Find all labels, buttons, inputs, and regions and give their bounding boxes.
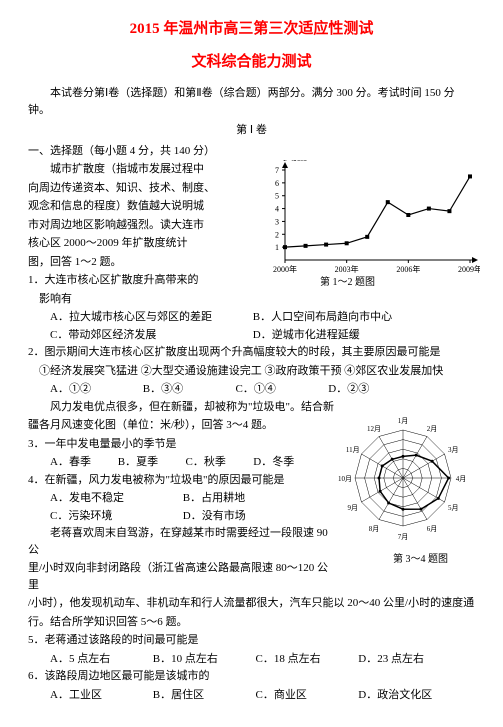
q2-option-b: B．③④ [143,381,233,398]
svg-text:12月: 12月 [367,425,381,433]
q1-option-c: C．带动郊区经济发展 [50,327,250,344]
svg-text:4月: 4月 [456,475,467,483]
passage3-line: 行。结合所学知识回答 5～6 题。 [28,614,475,631]
svg-text:2: 2 [275,230,279,239]
svg-text:6月: 6月 [427,525,438,533]
passage3-line: /小时），他发现机动车、非机动车和行人流量都很大，汽车只能以 20～40 公里/… [28,595,475,612]
svg-text:3月: 3月 [448,446,459,454]
q6-option-d: D．政治文化区 [358,687,432,704]
q2-option-d: D．②③ [328,381,369,398]
passage1-line: 向周边传递资本、知识、技术、制度、 [28,180,248,197]
passage1-line: 城市扩散度（指城市发展过程中 [28,161,248,178]
svg-text:10月: 10月 [338,475,352,483]
passage1-line: 图，回答 1～2 题。 [28,254,248,271]
q1-option-a: A．拉大城市核心区与郊区的差距 [50,309,250,326]
line-chart: 1 2 3 4 5 6 7 扩散度 2000年 2003年 2006年 2009年 [260,160,480,280]
q4-option-b: B．占用耕地 [183,490,245,507]
svg-text:2009年: 2009年 [458,264,480,274]
svg-text:5: 5 [275,192,279,201]
passage2-line: 风力发电优点很多，但在新疆，却被称为"垃圾电"。结合新 [28,399,338,416]
svg-text:5月: 5月 [448,504,459,512]
intro-text: 本试卷分第Ⅰ卷（选择题）和第Ⅱ卷（综合题）两部分。满分 300 分。考试时间 1… [28,85,475,118]
passage1-line: 观念和信息的程度）数值越大说明城 [28,198,248,215]
q6-option-a: A．工业区 [50,687,150,704]
q2-stem: 2．图示期间大连市核心区扩散度出现两个升高幅度较大的时段，其主要原因最可能是 [28,344,475,361]
q5-option-d: D．23 点左右 [358,651,424,668]
chart-caption-1: 第 1～2 题图 [320,275,375,290]
q1-option-d: D．逆城市化进程延缓 [253,327,360,344]
q2-option-a: A．①② [50,381,140,398]
q4-option-d: D．没有市场 [183,508,246,525]
q4-option-a: A．发电不稳定 [50,490,180,507]
section-heading: 一、选择题（每小题 4 分，共 140 分） [28,143,475,160]
q3-option-c: C．秋季 [186,454,251,471]
q2-option-c: C．①④ [236,381,326,398]
q1-stem: 1．大连市核心区扩散度升高带来的 [28,272,248,289]
passage1-line: 市对周边地区影响越强烈。读大连市 [28,217,248,234]
q2-line2: ①经济发展突飞猛进 ②大型交通设施建设完工 ③政府政策干预 ④郊区农业发展加快 [28,363,475,380]
q4-stem: 4．在新疆，风力发电被称为"垃圾电"的原因最可能是 [28,472,338,489]
passage3-line: 老蒋喜欢周末自驾游，在穿越某市时需要经过一段限速 90 公 [28,525,338,558]
svg-text:2006年: 2006年 [396,264,420,274]
q1-option-b: B．人口空间布局趋向市中心 [253,309,392,326]
part-label: 第 Ⅰ 卷 [28,122,475,139]
q6-option-b: B．居住区 [153,687,253,704]
q4-option-c: C．污染环境 [50,508,180,525]
svg-text:11月: 11月 [346,446,360,454]
q5-option-b: B．10 点左右 [153,651,253,668]
svg-text:3: 3 [275,217,279,226]
passage2-line: 疆各月风速变化图（单位：米/秒），回答 3～4 题。 [28,417,338,434]
q3-option-a: A．春季 [50,454,115,471]
svg-text:2月: 2月 [427,425,438,433]
title-line-2: 文科综合能力测试 [28,51,475,74]
q3-option-b: B．夏季 [118,454,183,471]
svg-text:4: 4 [275,205,279,214]
svg-text:7: 7 [275,166,279,175]
svg-text:9月: 9月 [348,504,359,512]
q5-stem: 5．老蒋通过该路段的时间最可能是 [28,632,475,649]
svg-text:2000年: 2000年 [273,264,297,274]
q6-option-c: C．商业区 [256,687,356,704]
q1-stem2: 影响有 [28,291,248,308]
svg-text:扩散度: 扩散度 [283,160,307,162]
q5-option-a: A．5 点左右 [50,651,150,668]
radar-chart: 1月 2月 3月 4月 5月 6月 7月 8月 9月 10月 11月 12月 [333,408,473,548]
svg-text:8月: 8月 [369,525,380,533]
title-line-1: 2015 年温州市高三第三次适应性测试 [28,18,475,41]
q5-option-c: C．18 点左右 [256,651,356,668]
svg-text:6: 6 [275,179,279,188]
passage3-line: 里/小时双向非封闭路段（浙江省高速公路最高限速 80～120 公里 [28,560,338,593]
svg-text:1月: 1月 [398,417,409,425]
svg-text:1: 1 [275,243,279,252]
passage1-line: 核心区 2000～2009 年扩散度统计 [28,235,248,252]
q3-option-d: D．冬季 [253,454,294,471]
q6-stem: 6．该路段周边地区最可能是该城市的 [28,668,475,685]
chart-caption-2: 第 3～4 题图 [393,552,448,567]
q3-stem: 3．一年中发电量最小的季节是 [28,436,338,453]
svg-text:7月: 7月 [398,533,409,541]
svg-text:2003年: 2003年 [335,264,359,274]
